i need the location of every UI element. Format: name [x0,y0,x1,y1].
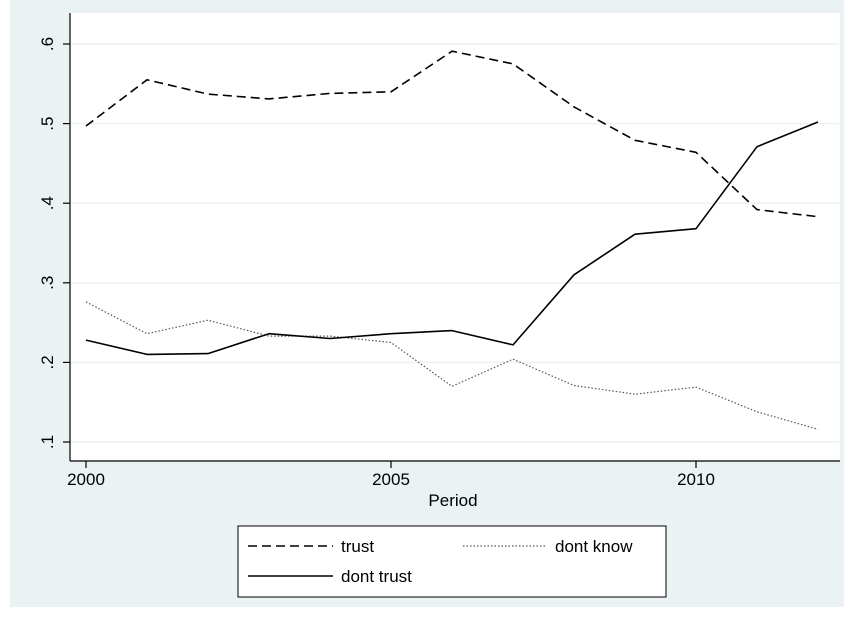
legend-label-dont-trust: dont trust [341,567,412,586]
legend-box [237,525,667,598]
y-tick-label: .2 [38,355,57,369]
x-ticks: 2000 2005 2010 [67,461,715,489]
plot-area [70,13,840,461]
x-tick-label: 2000 [67,470,105,489]
y-tick-label: .6 [38,37,57,51]
legend-label-dont-know: dont know [555,537,633,556]
series-line-dont-trust [85,121,819,356]
y-tick-label: .4 [38,196,57,210]
y-ticks: .1 .2 .3 .4 .5 .6 [38,37,70,449]
y-tick-label: .1 [38,435,57,449]
series-line-dont-know [85,301,819,430]
x-tick-label: 2010 [677,470,715,489]
series-lines [85,50,819,430]
x-axis-label: Period [428,491,477,510]
legend: trust dont know dont trust [237,525,667,598]
gridlines [71,43,839,443]
y-tick-label: .3 [38,276,57,290]
x-tick-label: 2005 [372,470,410,489]
y-tick-label: .5 [38,117,57,131]
series-line-trust [85,50,819,218]
axes [69,13,840,462]
legend-label-trust: trust [341,537,374,556]
